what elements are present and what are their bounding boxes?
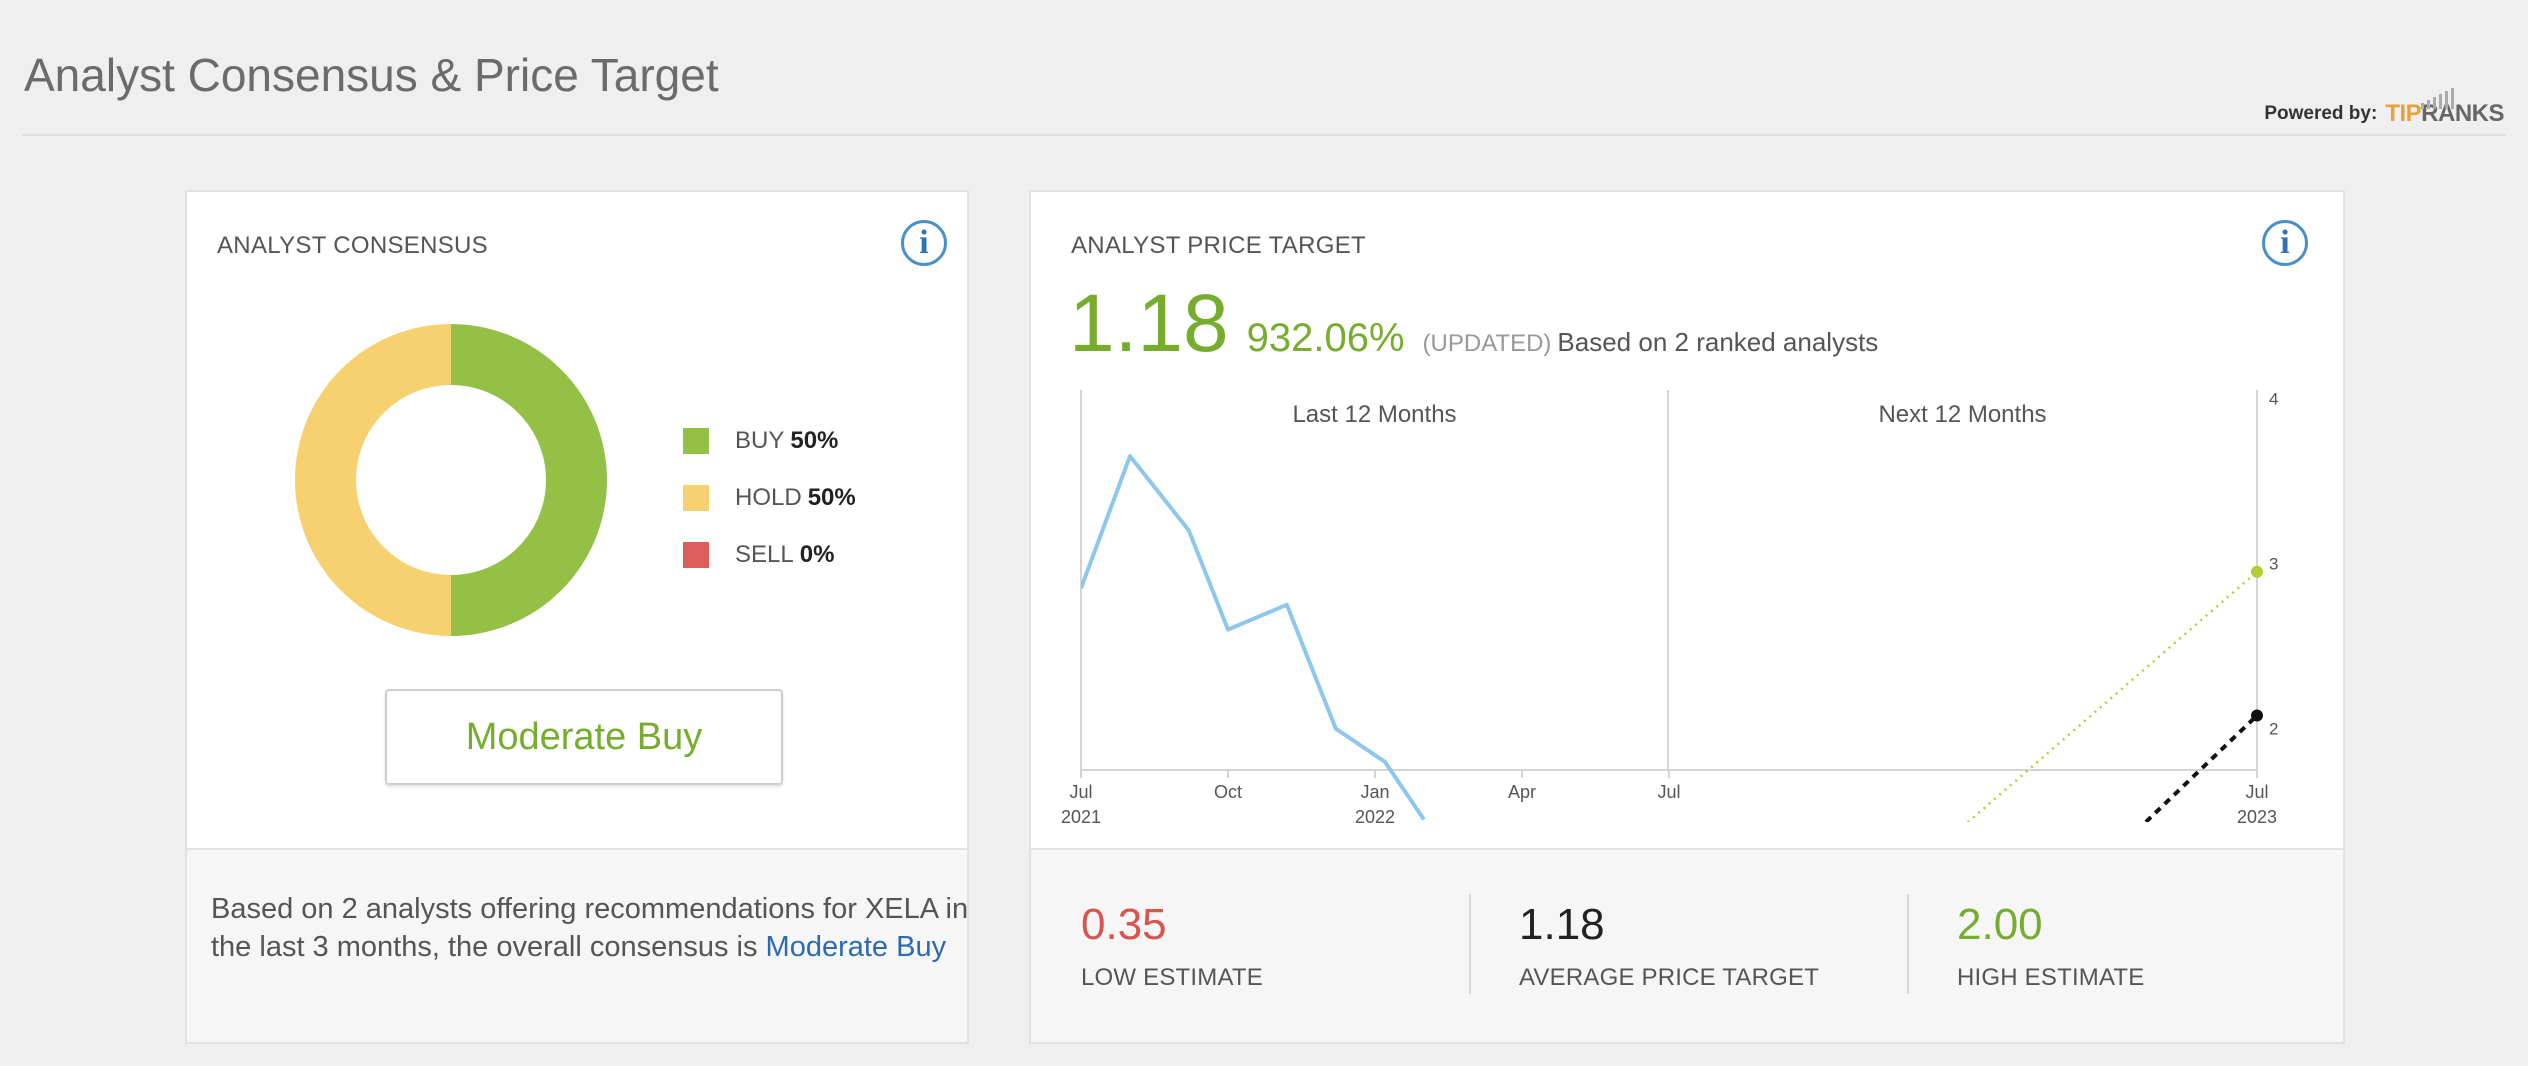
- card-label: ANALYST CONSENSUS: [217, 232, 488, 259]
- info-icon[interactable]: i: [2262, 220, 2308, 266]
- x-tick-label: Apr: [1508, 782, 1536, 802]
- x-tick-label: Oct: [1214, 782, 1242, 802]
- analyst-price-target-card: ANALYST PRICE TARGET i 1.18 932.06% (UPD…: [1029, 190, 2345, 1044]
- legend-item-sell: SELL 0%: [683, 526, 856, 583]
- x-tick-label: Jul: [1657, 782, 1680, 802]
- consensus-donut-chart: [295, 324, 607, 636]
- y-tick-label: 3: [2269, 554, 2278, 573]
- donut-slice-hold: [295, 324, 451, 636]
- consensus-rating-badge: Moderate Buy: [385, 689, 783, 785]
- title-divider: [22, 134, 2506, 136]
- price-target-footer: 0.35 LOW ESTIMATE 1.18 AVERAGE PRICE TAR…: [1031, 848, 2343, 1042]
- consensus-legend: BUY 50% HOLD 50% SELL 0%: [683, 412, 856, 583]
- consensus-footer: Based on 2 analysts offering recommendat…: [187, 848, 968, 1042]
- y-tick-label: 4: [2269, 390, 2278, 408]
- sell-swatch: [683, 541, 709, 568]
- analyst-consensus-card: ANALYST CONSENSUS i BUY 50% HOLD 50% SELL 0…: [185, 190, 969, 1044]
- price-target-headline: 1.18 932.06% (UPDATED) Based on 2 ranked…: [1069, 277, 1878, 371]
- donut-slice-buy: [451, 324, 607, 636]
- high-target-projection-line: [1966, 570, 2257, 822]
- x-tick-label: Jan: [1360, 782, 1389, 802]
- low-estimate-label: LOW ESTIMATE: [1081, 964, 1263, 991]
- low-estimate: 0.35 LOW ESTIMATE: [1081, 900, 1263, 992]
- high-estimate: 2.00 HIGH ESTIMATE: [1957, 900, 2145, 992]
- buy-swatch: [683, 427, 709, 454]
- x-tick-year-label: 2022: [1355, 807, 1395, 827]
- x-tick-year-label: 2021: [1061, 807, 1101, 827]
- x-tick-label: Jul: [2245, 782, 2268, 802]
- powered-by-label: Powered by:: [2264, 103, 2378, 124]
- average-price-target-value: 1.18: [1519, 900, 1605, 949]
- average-target-projection-line: [2142, 714, 2257, 822]
- high-estimate-value: 2.00: [1957, 900, 2043, 949]
- info-icon[interactable]: i: [901, 220, 947, 266]
- x-tick-label: Jul: [1069, 782, 1092, 802]
- logo-bars-icon: [2421, 88, 2455, 109]
- chart-section-label: Next 12 Months: [1878, 401, 2046, 428]
- target-endpoint-marker: [2251, 709, 2263, 722]
- chart-section-label: Last 12 Months: [1292, 401, 1456, 428]
- updated-tag: (UPDATED): [1422, 330, 1552, 357]
- stat-divider: [1907, 894, 1909, 994]
- powered-by: Powered by: TIPRANKS: [2264, 88, 2504, 128]
- stat-divider: [1469, 894, 1471, 994]
- card-label: ANALYST PRICE TARGET: [1071, 232, 1366, 259]
- x-tick-year-label: 2023: [2237, 807, 2277, 827]
- price-target-value: 1.18: [1069, 278, 1229, 369]
- analyst-count-text: Based on 2 ranked analysts: [1557, 327, 1879, 357]
- target-endpoint-marker: [2251, 565, 2263, 578]
- legend-item-hold: HOLD 50%: [683, 469, 856, 526]
- y-tick-label: 2: [2269, 720, 2278, 739]
- consensus-rating-link[interactable]: Moderate Buy: [765, 931, 947, 963]
- average-price-target: 1.18 AVERAGE PRICE TARGET: [1519, 900, 1819, 992]
- high-estimate-label: HIGH ESTIMATE: [1957, 964, 2145, 991]
- legend-item-buy: BUY 50%: [683, 412, 856, 469]
- historical-price-line: [1081, 454, 1426, 821]
- average-price-target-label: AVERAGE PRICE TARGET: [1519, 964, 1820, 991]
- price-target-chart: Last 12 Months Next 12 Months 2 3 4 Jul 2021 Oc…: [1061, 390, 2278, 827]
- page-title: Analyst Consensus & Price Target: [24, 49, 719, 101]
- low-estimate-value: 0.35: [1081, 900, 1167, 949]
- hold-swatch: [683, 484, 709, 511]
- consensus-summary: Based on 2 analysts offering recommendat…: [211, 893, 969, 963]
- tipranks-logo[interactable]: TIPRANKS: [2385, 88, 2504, 128]
- price-target-change: 932.06%: [1246, 316, 1405, 360]
